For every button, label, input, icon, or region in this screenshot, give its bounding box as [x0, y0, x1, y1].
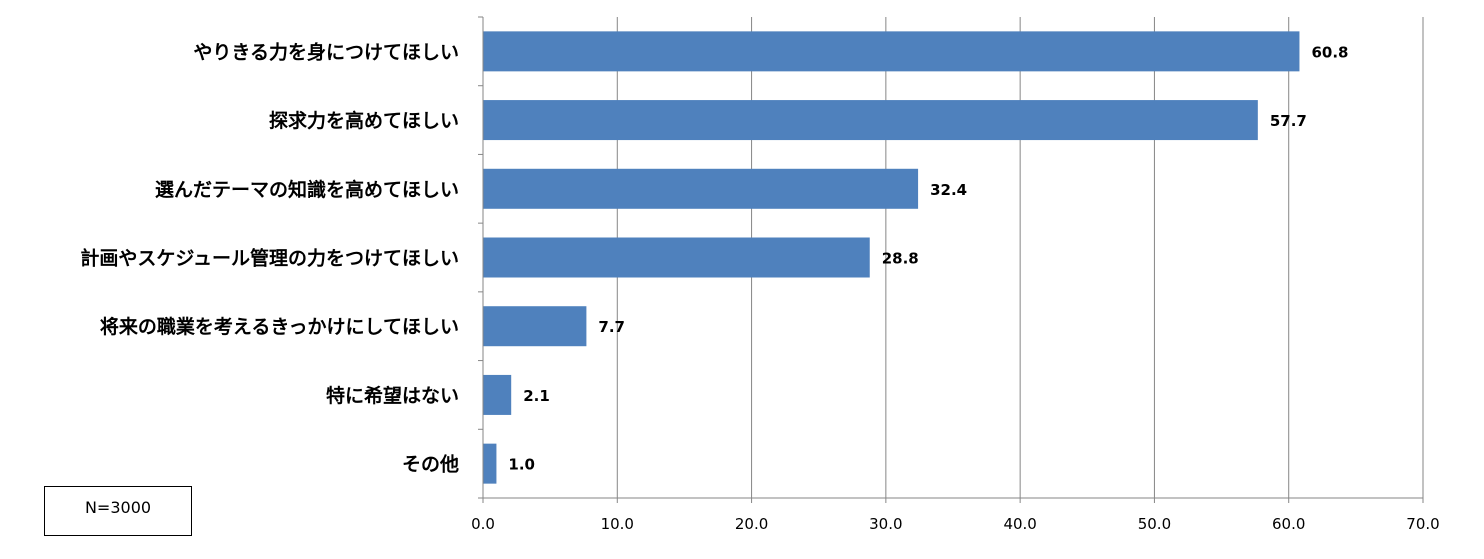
bar	[483, 374, 512, 415]
bar	[483, 443, 497, 484]
x-tick-label: 30.0	[869, 515, 902, 533]
x-tick-label: 60.0	[1272, 515, 1305, 533]
axes	[478, 16, 1424, 503]
sample-size-box: N=3000	[44, 486, 192, 536]
bar	[483, 100, 1258, 141]
category-label: 選んだテーマの知識を高めてほしい	[155, 178, 459, 201]
value-labels: 60.8 57.7 32.4 28.8 7.7 2.1 1.0	[508, 43, 1348, 473]
value-label: 7.7	[598, 318, 625, 336]
category-label: その他	[402, 453, 459, 476]
x-tick-labels: 0.0 10.0 20.0 30.0 40.0 50.0 60.0 70.0	[471, 515, 1440, 533]
bar	[483, 31, 1300, 72]
value-label: 28.8	[882, 250, 919, 268]
bar	[483, 168, 919, 209]
bar	[483, 237, 870, 278]
gridlines	[616, 17, 1424, 498]
x-tick-label: 0.0	[471, 515, 495, 533]
category-label: 将来の職業を考えるきっかけにしてほしい	[100, 315, 459, 338]
category-labels: やりきる力を身につけてほしい探求力を高めてほしい選んだテーマの知識を高めてほしい…	[80, 40, 459, 475]
category-label: 計画やスケジュール管理の力をつけてほしい	[80, 247, 459, 270]
value-label: 32.4	[930, 181, 967, 199]
category-label: 特に希望はない	[326, 384, 459, 407]
bar	[483, 306, 587, 347]
value-label: 1.0	[508, 456, 535, 474]
category-label: やりきる力を身につけてほしい	[193, 40, 459, 63]
value-label: 60.8	[1311, 43, 1348, 61]
x-tick-label: 10.0	[601, 515, 634, 533]
x-tick-label: 70.0	[1406, 515, 1439, 533]
value-label: 57.7	[1270, 112, 1307, 130]
category-label: 探求力を高めてほしい	[269, 109, 459, 132]
bars	[483, 31, 1300, 484]
sample-size-label: N=3000	[84, 498, 152, 517]
x-tick-label: 40.0	[1003, 515, 1036, 533]
x-tick-label: 20.0	[735, 515, 768, 533]
x-tick-label: 50.0	[1138, 515, 1171, 533]
value-label: 2.1	[523, 387, 550, 405]
